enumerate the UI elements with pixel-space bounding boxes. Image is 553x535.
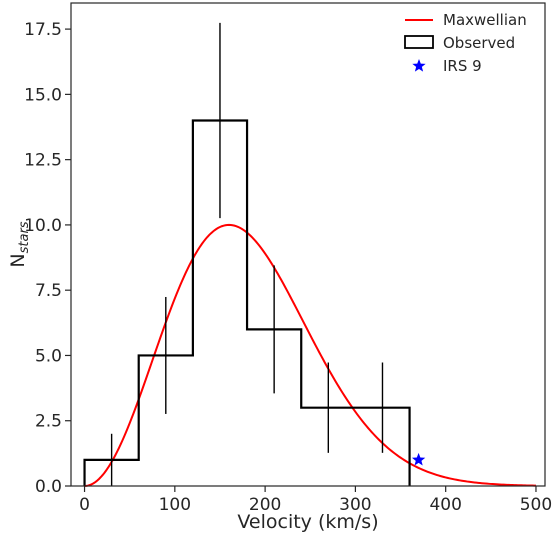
- y-axis-label: Nstars: [7, 221, 32, 267]
- legend: Maxwellian Observed IRS 9: [404, 11, 527, 75]
- y-tick-label: 2.5: [35, 412, 62, 432]
- x-axis-label: Velocity (km/s): [237, 511, 378, 533]
- plot-area: [83, 22, 536, 487]
- x-tick-label: 100: [159, 495, 191, 515]
- x-tick-label: 200: [249, 495, 281, 515]
- y-tick-label: 12.5: [24, 151, 62, 171]
- y-tick-label: 15.0: [24, 85, 62, 105]
- legend-irs9-label: IRS 9: [443, 57, 482, 75]
- observed-histogram: [83, 119, 411, 486]
- maxwellian-curve: [84, 223, 536, 487]
- y-tick-label: 7.5: [35, 281, 62, 301]
- y-tick-label: 17.5: [24, 20, 62, 40]
- legend-star-icon: [412, 59, 426, 72]
- y-tick-label: 5.0: [35, 346, 62, 366]
- axes-frame: [70, 2, 546, 487]
- y-tick-label: 0.0: [35, 477, 62, 497]
- x-tick-label: 0: [79, 495, 90, 515]
- legend-observed-swatch: [404, 35, 434, 49]
- y-axis-label-main: N: [7, 253, 29, 267]
- x-tick-label: 400: [429, 495, 461, 515]
- y-tick-label: 10.0: [24, 216, 62, 236]
- irs9-star-icon: [411, 452, 426, 466]
- axis-ticks: 0 100 200 300 400 500 0.0 2.5 5.0 7.5 10.0 12.5 15.0…: [24, 20, 552, 515]
- y-axis-label-subscript: stars: [17, 221, 32, 253]
- legend-maxwellian-label: Maxwellian: [443, 11, 527, 29]
- x-tick-label: 500: [520, 495, 552, 515]
- x-tick-label: 300: [339, 495, 371, 515]
- legend-observed-label: Observed: [443, 34, 515, 52]
